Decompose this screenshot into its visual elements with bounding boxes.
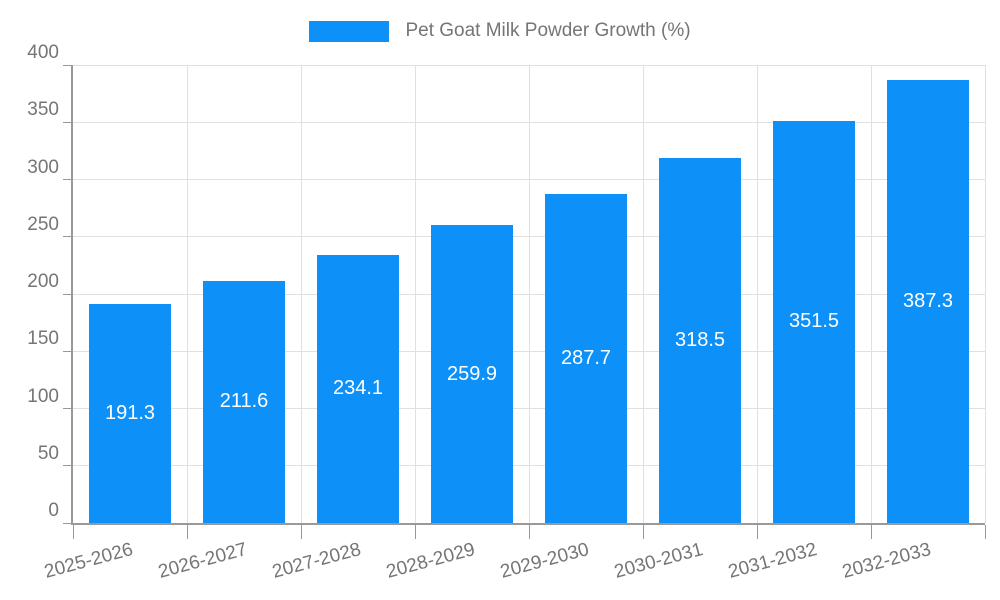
y-axis-tick xyxy=(63,293,71,295)
bar-value-label: 259.9 xyxy=(446,362,498,385)
x-axis-tick xyxy=(870,525,872,539)
bar-2029-2030[interactable]: 287.7 xyxy=(545,193,627,523)
bar-2028-2029[interactable]: 259.9 xyxy=(431,225,513,523)
y-tick-label: 100 xyxy=(27,385,59,407)
v-gridline xyxy=(300,65,302,523)
y-axis-line xyxy=(71,65,73,525)
x-tick-label: 2026-2027 xyxy=(156,539,250,583)
x-axis-tick xyxy=(528,525,530,539)
bar-value-label: 287.7 xyxy=(560,346,612,369)
bar-2025-2026[interactable]: 191.3 xyxy=(89,303,171,523)
x-axis-tick xyxy=(984,525,986,539)
chart-legend: Pet Goat Milk Powder Growth (%) xyxy=(0,20,1000,42)
bar-2030-2031[interactable]: 318.5 xyxy=(659,158,741,523)
y-tick-label: 150 xyxy=(27,328,59,350)
bar-2027-2028[interactable]: 234.1 xyxy=(317,254,399,523)
bar-value-label: 234.1 xyxy=(332,377,384,400)
y-tick-label: 400 xyxy=(27,42,59,63)
y-axis-tick xyxy=(63,522,71,524)
legend-item-series[interactable]: Pet Goat Milk Powder Growth (%) xyxy=(309,20,691,42)
y-tick-label: 300 xyxy=(27,156,59,178)
v-gridline xyxy=(414,65,416,523)
y-tick-label: 350 xyxy=(27,99,59,121)
v-gridline xyxy=(528,65,530,523)
y-tick-label: 0 xyxy=(48,500,59,521)
v-gridline xyxy=(870,65,872,523)
x-tick-label: 2029-2030 xyxy=(498,539,592,583)
x-tick-label: 2028-2029 xyxy=(384,539,478,583)
bar-value-label: 387.3 xyxy=(902,289,954,312)
bar-2031-2032[interactable]: 351.5 xyxy=(773,120,855,523)
x-axis-line xyxy=(71,523,985,525)
y-axis-tick xyxy=(63,465,71,467)
legend-series-label: Pet Goat Milk Powder Growth (%) xyxy=(405,20,691,41)
y-axis-tick xyxy=(63,408,71,409)
x-tick-label: 2025-2026 xyxy=(42,539,136,583)
v-gridline xyxy=(984,65,986,523)
v-gridline xyxy=(642,65,644,523)
y-axis-tick xyxy=(63,121,71,123)
v-gridline xyxy=(756,65,758,523)
bar-2032-2033[interactable]: 387.3 xyxy=(887,79,969,523)
y-axis-tick xyxy=(63,236,71,238)
x-axis-tick xyxy=(186,525,188,539)
x-axis-tick xyxy=(414,525,416,539)
x-axis-tick xyxy=(72,525,74,539)
x-axis-tick xyxy=(756,525,758,539)
y-axis-tick xyxy=(63,179,71,180)
bar-value-label: 318.5 xyxy=(674,329,726,352)
x-tick-label: 2032-2033 xyxy=(840,539,934,583)
bar-2026-2027[interactable]: 211.6 xyxy=(203,280,285,523)
x-axis-tick xyxy=(300,525,302,539)
plot-area: 191.3 211.6 234.1 259.9 287.7 318.5 351.5 387.3… xyxy=(27,42,986,583)
y-tick-label: 50 xyxy=(37,442,59,464)
v-gridline xyxy=(186,65,188,523)
x-axis-tick xyxy=(642,525,644,539)
y-tick-label: 200 xyxy=(27,271,59,292)
bar-value-label: 191.3 xyxy=(104,401,156,424)
y-tick-label: 250 xyxy=(27,213,59,235)
y-axis-tick xyxy=(63,350,71,352)
y-axis-tick xyxy=(63,64,71,66)
x-tick-label: 2027-2028 xyxy=(270,539,364,583)
x-tick-label: 2030-2031 xyxy=(612,539,706,583)
bar-value-label: 211.6 xyxy=(219,390,269,413)
bar-value-label: 351.5 xyxy=(788,310,840,333)
legend-swatch-icon xyxy=(309,20,390,42)
x-tick-label: 2031-2032 xyxy=(726,539,820,583)
